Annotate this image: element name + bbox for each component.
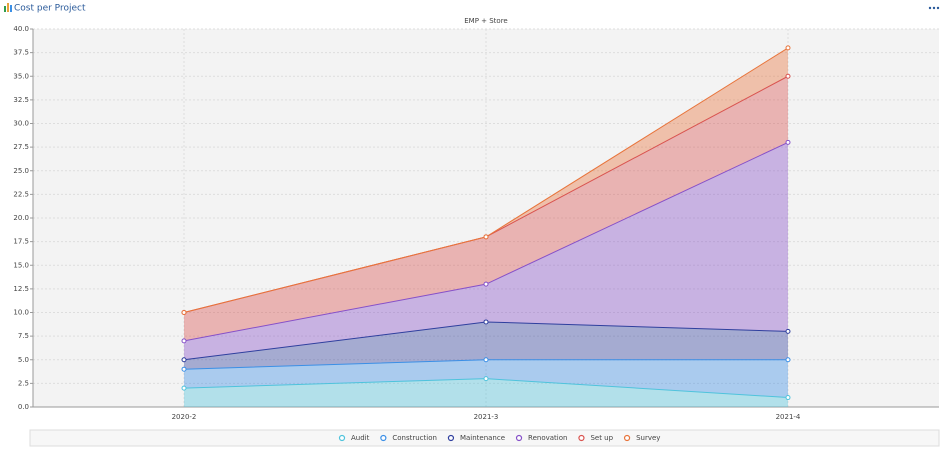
y-tick-label: 37.5 [13,49,29,57]
area-fill [184,142,788,360]
legend-marker [578,434,585,442]
legend-marker [623,434,631,442]
y-tick-label: 32.5 [13,96,29,104]
legend-item[interactable]: Survey [623,434,661,442]
point-marker [181,366,187,372]
legend-marker [338,434,346,442]
legend-label: Renovation [528,434,567,442]
legend-label: Set up [590,434,613,442]
legend-item[interactable]: Audit [338,434,370,442]
area-fill [184,321,788,370]
point-marker [785,328,791,334]
point-marker [483,357,489,363]
point-marker [785,73,791,79]
legend-label: Survey [636,434,660,442]
legend-item[interactable]: Construction [380,434,437,442]
legend: Audit Construction Maintenance Renovation Se… [338,434,661,442]
y-tick-label: 10.0 [13,309,29,317]
point-marker [483,234,489,240]
legend-item[interactable]: Maintenance [447,434,505,442]
y-tick-label: 7.5 [18,332,29,340]
point-marker [483,281,489,287]
y-tick-label: 40.0 [13,25,29,33]
legend-item[interactable]: Set up [578,434,614,442]
legend-box [29,429,940,447]
y-tick-label: 25.0 [13,167,29,175]
y-tick-label: 27.5 [13,143,29,151]
legend-label: Audit [351,434,370,442]
point-marker [181,310,187,315]
y-tick-label: 2.5 [18,379,29,387]
point-marker [785,139,791,145]
menu-button[interactable] [928,6,940,10]
legend-item[interactable]: Renovation [515,434,568,442]
point-marker [181,357,187,363]
y-tick-label: 30.0 [13,120,29,128]
y-tick-label: 22.5 [13,190,29,198]
point-marker [785,45,791,51]
legend-label: Construction [392,434,437,442]
legend-marker [447,434,455,442]
point-marker [785,357,791,363]
x-tick-label: 2021-4 [776,413,801,421]
y-tick-label: 0.0 [18,403,29,411]
x-tick-label: 2021-3 [474,413,499,421]
area-fill [184,378,788,407]
point-marker [483,376,489,382]
y-tick-label: 5.0 [18,356,29,364]
page-title: Cost per Project [14,4,86,14]
y-tick-label: 15.0 [13,261,29,269]
y-tick-label: 20.0 [13,214,29,222]
point-marker [181,338,187,344]
point-marker [181,385,187,391]
app-icon [4,3,12,12]
y-tick-label: 17.5 [13,238,29,246]
chart-title: EMP + Store [464,17,508,25]
legend-marker [380,434,387,442]
legend-marker [515,434,523,442]
legend-label: Maintenance [460,434,505,442]
x-tick-label: 2020-2 [172,413,197,421]
y-tick-label: 12.5 [13,285,29,293]
point-marker [785,395,791,401]
point-marker [483,319,489,325]
y-tick-label: 35.0 [13,72,29,80]
